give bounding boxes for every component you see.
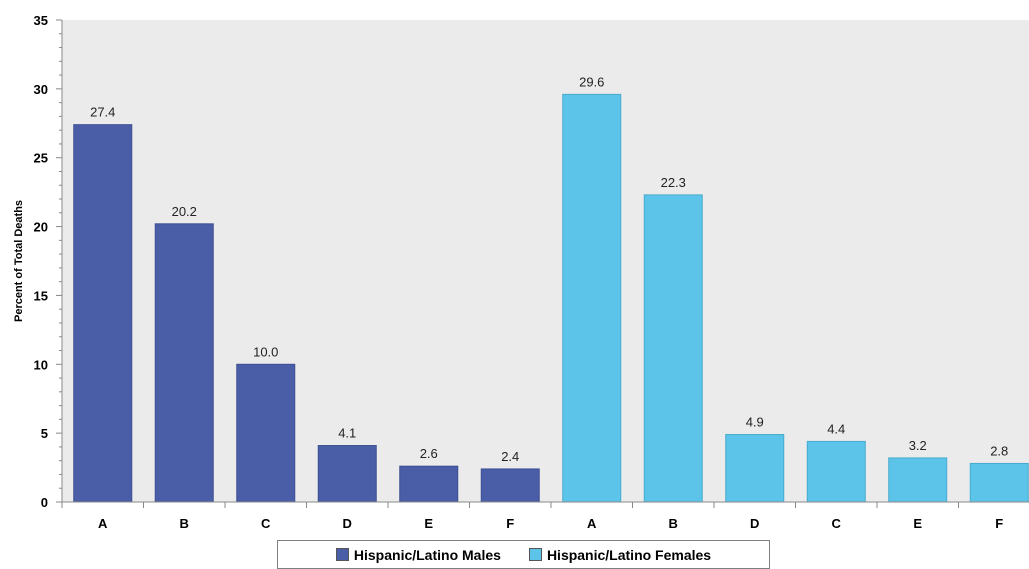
x-tick-label-series1-a: A — [587, 516, 597, 531]
bar-series0-b — [154, 223, 214, 503]
x-tick-label-series0-e: E — [424, 516, 433, 531]
y-tick-label: 5 — [41, 426, 48, 441]
data-label-series0-a: 27.4 — [90, 105, 115, 120]
bar-series0-c — [236, 363, 296, 503]
bar-chart: 27.4 20.2 10.0 4.1 2.6 2.4 29.6 22.3 4.9 4.4 3.2 2.… — [13, 13, 1029, 531]
x-tick-label-series1-d: D — [750, 516, 759, 531]
data-label-series0-e: 2.6 — [420, 446, 438, 461]
bar-series1-e — [888, 457, 948, 503]
plot-area — [62, 20, 1029, 502]
y-axis-title: Percent of Total Deaths — [13, 200, 25, 322]
bar-series1-f — [969, 462, 1029, 503]
x-tick-label-series1-b: B — [669, 516, 678, 531]
y-tick-label: 0 — [41, 495, 48, 510]
bar-series0-e — [399, 465, 459, 503]
x-tick-label-series0-c: C — [261, 516, 271, 531]
axes-group: A B C D E F A B D C E F 0 5 10 15 20 25 30 35 — [34, 13, 1029, 531]
data-label-series1-d: 4.9 — [746, 415, 764, 430]
legend-label-females: Hispanic/Latino Females — [546, 546, 712, 563]
data-label-series0-d: 4.1 — [338, 426, 356, 441]
x-tick-label-series1-c: C — [832, 516, 842, 531]
legend-swatch-females — [528, 548, 542, 561]
y-tick-label: 35 — [34, 13, 48, 28]
data-label-series1-a: 29.6 — [579, 74, 604, 89]
y-tick-label: 25 — [34, 151, 48, 166]
bar-series1-a — [562, 93, 622, 503]
x-tick-label-series1-f: F — [995, 516, 1003, 531]
data-label-series1-e: 3.2 — [909, 438, 927, 453]
bar-series0-a — [73, 124, 133, 503]
x-tick-label-series1-e: E — [913, 516, 922, 531]
bar-series0-d — [317, 445, 377, 503]
data-label-series1-f: 2.8 — [990, 443, 1008, 458]
data-label-series1-b: 22.3 — [661, 175, 686, 190]
data-label-series0-f: 2.4 — [501, 449, 519, 464]
bar-series1-b — [643, 194, 703, 503]
bars-group — [73, 93, 1029, 503]
legend-item-males: Hispanic/Latino Males — [335, 546, 501, 563]
y-tick-label: 15 — [34, 288, 48, 303]
x-tick-label-series0-d: D — [343, 516, 352, 531]
value-labels-group: 27.4 20.2 10.0 4.1 2.6 2.4 29.6 22.3 4.9 4.4 3.2 2.… — [90, 74, 1008, 464]
data-label-series0-c: 10.0 — [253, 344, 278, 359]
data-label-series1-c: 4.4 — [827, 421, 845, 436]
legend-swatch-males — [335, 548, 349, 561]
bar-series1-c — [806, 440, 866, 503]
legend-item-females: Hispanic/Latino Females — [528, 546, 712, 563]
bar-series1-d — [725, 434, 785, 503]
y-tick-label: 30 — [34, 82, 48, 97]
x-tick-label-series0-a: A — [98, 516, 108, 531]
x-tick-label-series0-b: B — [180, 516, 189, 531]
data-label-series0-b: 20.2 — [172, 204, 197, 219]
x-tick-label-series0-f: F — [506, 516, 514, 531]
y-tick-label: 20 — [34, 220, 48, 235]
y-tick-label: 10 — [34, 357, 48, 372]
legend-label-males: Hispanic/Latino Males — [353, 546, 501, 563]
legend: Hispanic/Latino Males Hispanic/Latino Fe… — [277, 540, 770, 569]
bar-series0-f — [480, 468, 540, 503]
